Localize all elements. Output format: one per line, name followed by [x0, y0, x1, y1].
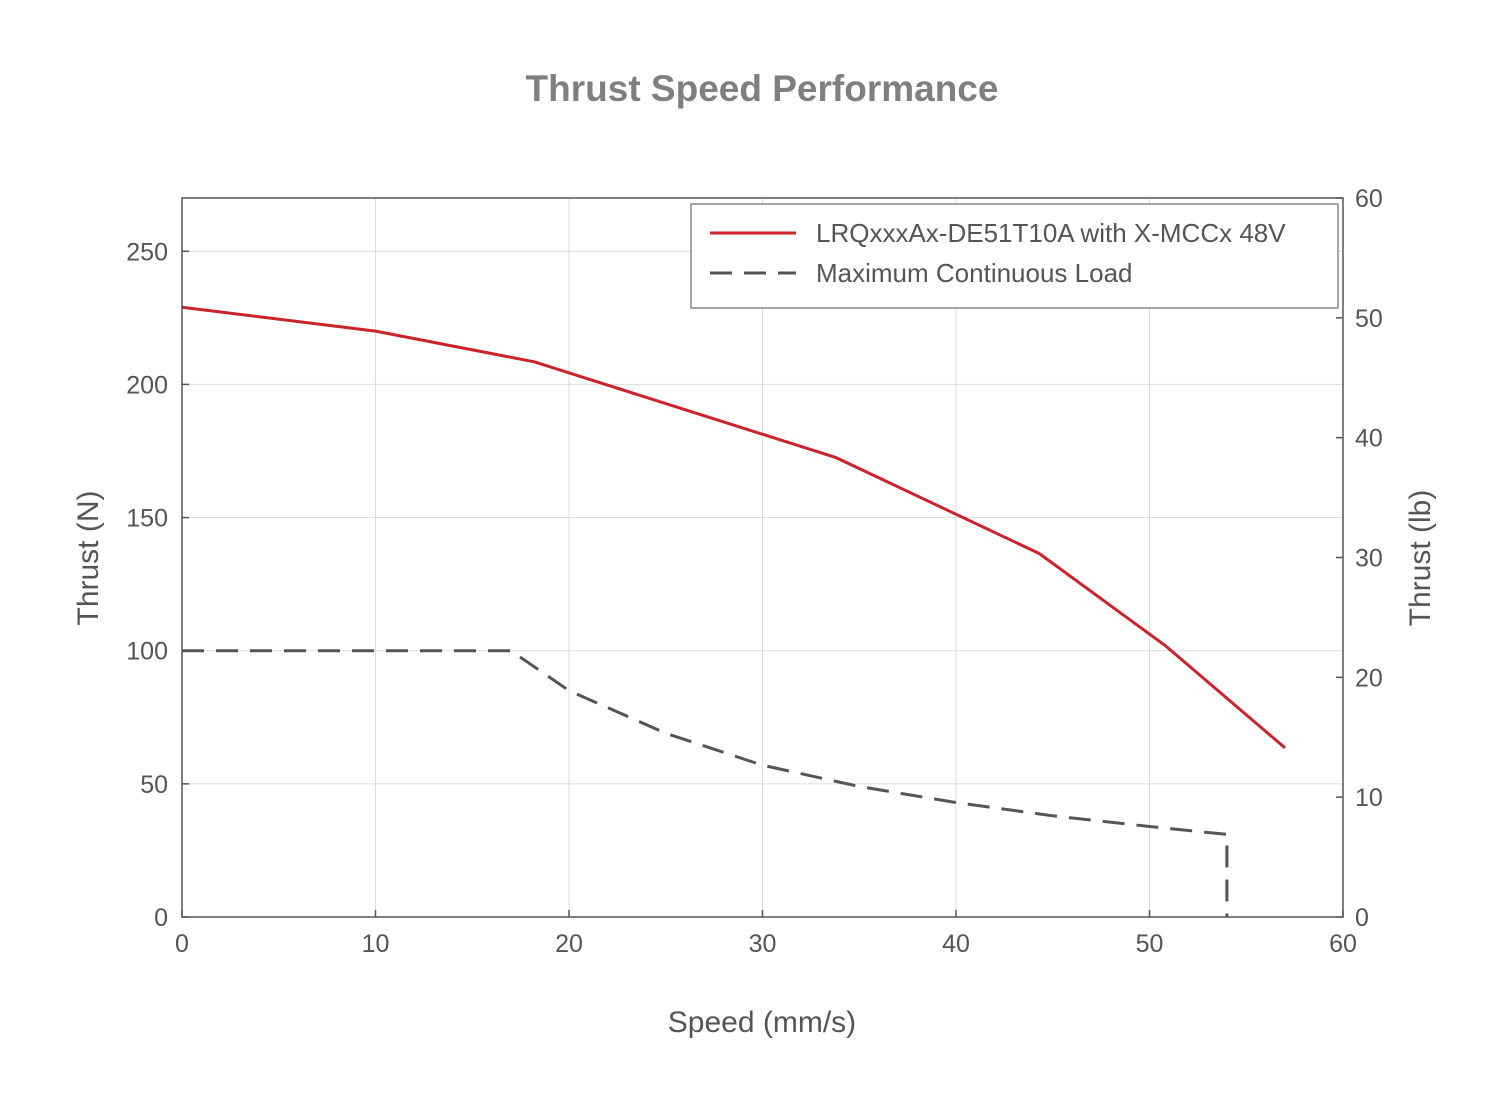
x-axis-label: Speed (mm/s): [668, 1006, 856, 1039]
y-tick-label: 250: [126, 238, 168, 266]
x-tick-label: 40: [942, 930, 970, 958]
ticks: 0 10 20 30 40 50 60050100150200250010203040506…: [126, 185, 1383, 958]
y2-tick-label: 0: [1355, 904, 1369, 932]
y2-tick-label: 40: [1355, 425, 1383, 453]
series-line-1: [182, 649, 1229, 917]
x-tick-label: 30: [749, 930, 777, 958]
y-axis-label: Thrust (N): [72, 491, 105, 626]
y2-axis-label: Thrust (lb): [1404, 490, 1437, 627]
y2-tick-label: 30: [1355, 545, 1383, 573]
x-tick-label: 50: [1136, 930, 1164, 958]
y-tick-label: 0: [154, 904, 168, 932]
legend: LRQxxxAx-DE51T10A with X-MCCx 48V Maximu…: [690, 203, 1339, 309]
x-tick-label: 60: [1329, 930, 1357, 958]
series-line-0: [181, 305, 1286, 750]
x-tick-label: 10: [362, 930, 390, 958]
y-tick-label: 150: [126, 505, 168, 533]
y-tick-label: 200: [126, 371, 168, 399]
y2-tick-label: 20: [1355, 664, 1383, 692]
y2-tick-label: 50: [1355, 305, 1383, 333]
y2-tick-label: 60: [1355, 185, 1383, 213]
x-tick-label: 20: [555, 930, 583, 958]
legend-label-0: LRQxxxAx-DE51T10A with X-MCCx 48V: [816, 218, 1286, 248]
legend-box: [690, 203, 1339, 309]
series-layer: [181, 305, 1286, 917]
y-tick-label: 50: [140, 771, 168, 799]
legend-label-1: Maximum Continuous Load: [816, 258, 1133, 288]
x-tick-label: 0: [175, 930, 189, 958]
y2-tick-label: 10: [1355, 784, 1383, 812]
y-tick-label: 100: [126, 638, 168, 666]
chart-title: Thrust Speed Performance: [526, 68, 999, 109]
